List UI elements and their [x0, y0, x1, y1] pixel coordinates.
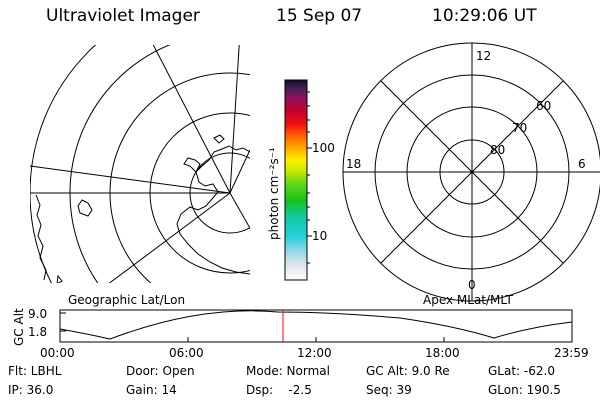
colorbar: [284, 79, 308, 281]
mlt-label-0: 0: [468, 278, 476, 292]
mlt-label-12: 12: [476, 49, 491, 63]
altitude-ytick: 1.8: [28, 325, 47, 339]
right-map-caption: Apex MLat/MLT: [423, 293, 513, 307]
altitude-xtick: 12:00: [297, 346, 332, 360]
mode-info: Mode: Normal: [246, 364, 330, 378]
longitude-line: [30, 165, 231, 194]
mlt-label-6: 6: [578, 157, 586, 171]
dsp-info: Dsp: -2.5: [246, 383, 312, 397]
altitude-ytick: 9.0: [28, 307, 47, 321]
sequence-info: Seq: 39: [366, 383, 412, 397]
colorbar-minor-ticks: [307, 91, 310, 264]
observation-date: 15 Sep 07: [276, 6, 363, 26]
glon-info: GLon: 190.5: [488, 383, 561, 397]
observation-time: 10:29:06 UT: [432, 6, 537, 26]
altitude-plot-ticks: [60, 312, 445, 342]
island-outline: [213, 134, 225, 144]
longitude-line: [229, 45, 240, 194]
mlt-line: [379, 79, 565, 265]
gain-info: Gain: 14: [126, 383, 177, 397]
mlt-label-18: 18: [346, 157, 361, 171]
altitude-curve: [59, 310, 573, 340]
peninsula-outline: [183, 157, 201, 173]
south-america-coast: [35, 194, 47, 281]
colorbar-tick-label: 10: [312, 229, 327, 243]
colorbar-tick-label: 100: [312, 141, 335, 155]
magnetic-polar-plot: [342, 42, 600, 302]
altitude-axis-label: GC Alt: [12, 308, 26, 346]
falkland-islands: [77, 199, 93, 217]
colorbar-units-label: photon cm⁻²s⁻¹: [267, 147, 281, 240]
altitude-xtick: 06:00: [169, 346, 204, 360]
instrument-title: Ultraviolet Imager: [46, 6, 200, 26]
island-outline: [56, 274, 63, 283]
gc-alt-info: GC Alt: 9.0 Re: [366, 364, 450, 378]
mlat-label-60: 60: [536, 99, 551, 113]
filter-info: Flt: LBHL: [8, 364, 62, 378]
latitude-circle: [30, 45, 97, 283]
altitude-xtick: 23:59: [554, 346, 589, 360]
mlat-label-80: 80: [490, 143, 505, 157]
antarctica-coastline: [176, 145, 250, 275]
ip-info: IP: 36.0: [8, 383, 54, 397]
longitude-line: [152, 45, 231, 194]
altitude-xtick: 00:00: [40, 346, 75, 360]
altitude-xtick: 18:00: [425, 346, 460, 360]
glat-info: GLat: -62.0: [488, 364, 555, 378]
mlat-label-70: 70: [512, 121, 527, 135]
longitude-line: [229, 192, 250, 230]
geographic-map: [30, 45, 250, 283]
door-info: Door: Open: [126, 364, 195, 378]
longitude-line: [108, 192, 231, 283]
longitude-line: [229, 149, 250, 194]
left-map-caption: Geographic Lat/Lon: [68, 293, 185, 307]
